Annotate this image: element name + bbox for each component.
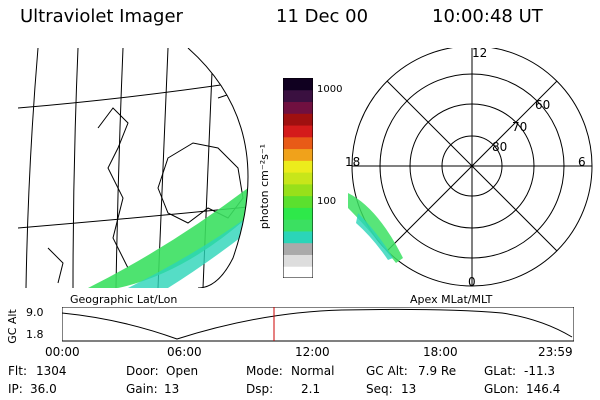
colorbar-segment xyxy=(283,78,313,91)
gc-alt-tick-bottom: 1.8 xyxy=(26,328,44,341)
colorbar-segment xyxy=(283,242,313,255)
time-tick-0000: 00:00 xyxy=(45,345,80,359)
glon-label: GLon: xyxy=(484,382,519,396)
mode-value: Normal xyxy=(291,364,335,378)
colorbar-segment xyxy=(283,125,313,138)
mlat-label-60: 60 xyxy=(535,98,551,112)
flt-label: Flt: xyxy=(8,364,27,378)
gc-alt-label: GC Alt: xyxy=(366,364,408,378)
time-tick-2359: 23:59 xyxy=(538,345,573,359)
colorbar-segment xyxy=(283,89,313,103)
ip-label: IP: xyxy=(8,382,23,396)
mlat-label-80: 80 xyxy=(492,140,508,154)
colorbar-segment xyxy=(283,160,313,173)
gain-label: Gain: xyxy=(126,382,158,396)
apex-panel-label: Apex MLat/MLT xyxy=(410,293,493,306)
door-value: Open xyxy=(166,364,199,378)
colorbar-segment xyxy=(283,254,313,267)
mlt-label-0: 0 xyxy=(468,275,476,289)
dsp-value: 2.1 xyxy=(301,382,321,396)
seq-value: 13 xyxy=(401,382,417,396)
time-tick-1200: 12:00 xyxy=(295,345,330,359)
gc-alt-tick-top: 9.0 xyxy=(26,306,44,319)
ip-value: 36.0 xyxy=(30,382,57,396)
mlt-label-12: 12 xyxy=(472,46,488,60)
time-tick-1800: 18:00 xyxy=(423,345,458,359)
flt-value: 1304 xyxy=(36,364,67,378)
colorbar-segment xyxy=(283,219,313,232)
polar-plot xyxy=(348,48,593,287)
colorbar-segment xyxy=(283,172,313,185)
glat-label: GLat: xyxy=(484,364,517,378)
glon-value: 146.4 xyxy=(526,382,561,396)
gain-value: 13 xyxy=(164,382,180,396)
colorbar-segment xyxy=(283,207,313,220)
seq-label: Seq: xyxy=(366,382,393,396)
mlt-label-18: 18 xyxy=(345,155,361,169)
mode-label: Mode: xyxy=(246,364,283,378)
colorbar-segment xyxy=(283,148,313,161)
colorbar-unit-label: photon cm⁻²s⁻¹ xyxy=(258,143,272,230)
colorbar-segment xyxy=(283,136,313,150)
colorbar-segment xyxy=(283,230,313,244)
colorbar-segment xyxy=(283,113,313,126)
colorbar-segment xyxy=(283,183,313,197)
time-tick-0600: 06:00 xyxy=(167,345,202,359)
colorbar-segment xyxy=(283,266,313,278)
instrument-title: Ultraviolet Imager xyxy=(20,6,183,27)
dsp-label: Dsp: xyxy=(246,382,274,396)
geographic-panel-label: Geographic Lat/Lon xyxy=(70,293,178,306)
colorbar-tick-100: 100 xyxy=(317,196,337,207)
gc-alt-axis-label: GC Alt xyxy=(5,309,19,344)
colorbar-segment xyxy=(283,101,313,114)
observation-date: 11 Dec 00 xyxy=(276,6,369,27)
mlat-label-70: 70 xyxy=(512,120,528,134)
gc-alt-value: 7.9 Re xyxy=(418,364,457,378)
door-label: Door: xyxy=(126,364,159,378)
colorbar xyxy=(283,78,313,278)
mlt-label-6: 6 xyxy=(578,155,586,169)
colorbar-tick-1000: 1000 xyxy=(317,84,343,95)
altitude-plot xyxy=(62,307,574,342)
glat-value: -11.3 xyxy=(524,364,556,378)
geographic-map xyxy=(18,48,249,288)
colorbar-segment xyxy=(283,195,313,208)
observation-time: 10:00:48 UT xyxy=(432,6,543,27)
